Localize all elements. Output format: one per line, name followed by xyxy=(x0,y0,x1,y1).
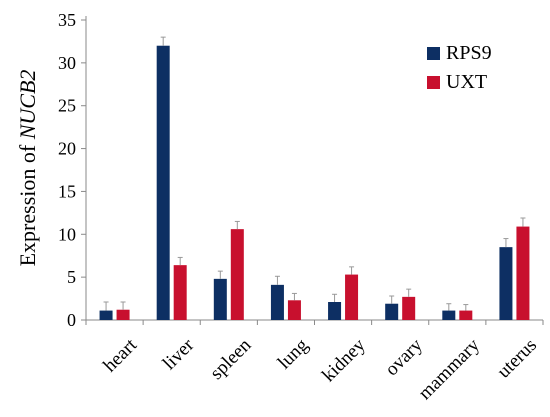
bar-uxt-mammary xyxy=(459,310,473,320)
bar-rps9-mammary xyxy=(442,310,456,320)
bar-uxt-heart xyxy=(116,309,130,320)
bar-uxt-spleen xyxy=(230,229,244,320)
y-tick-label: 30 xyxy=(58,53,76,73)
bar-rps9-heart xyxy=(99,310,113,320)
y-tick-label: 35 xyxy=(58,10,76,30)
x-tick-label: kidney xyxy=(318,334,370,386)
bar-uxt-uterus xyxy=(516,226,530,320)
legend-label-rps9: RPS9 xyxy=(446,42,492,64)
legend-label-uxt: UXT xyxy=(446,71,487,93)
x-tick-label: uterus xyxy=(493,335,541,383)
y-tick-label: 10 xyxy=(58,224,76,244)
bar-rps9-ovary xyxy=(385,303,399,320)
bar-rps9-spleen xyxy=(213,278,227,320)
y-tick-label: 15 xyxy=(58,181,76,201)
y-axis-label: Expression of NUCB2 xyxy=(15,70,40,267)
legend-swatch-rps9 xyxy=(427,47,440,60)
x-tick-label: mammary xyxy=(415,334,485,404)
y-tick-label: 25 xyxy=(58,96,76,116)
x-tick-label: spleen xyxy=(206,334,256,384)
bar-uxt-ovary xyxy=(402,296,416,320)
bars xyxy=(99,45,530,320)
y-tick-label: 20 xyxy=(58,139,76,159)
y-axis-label-prefix: Expression of xyxy=(15,139,40,266)
y-tick-label: 0 xyxy=(67,310,76,330)
bar-rps9-uterus xyxy=(499,247,513,320)
x-tick-label: ovary xyxy=(381,334,427,380)
legend-swatch-uxt xyxy=(427,76,440,89)
x-tick-label: liver xyxy=(159,334,199,374)
bar-uxt-lung xyxy=(287,300,301,320)
x-tick-label: lung xyxy=(274,334,313,373)
legend: RPS9 UXT xyxy=(427,42,492,93)
error-bars xyxy=(103,36,526,311)
y-axis-label-gene: NUCB2 xyxy=(15,70,40,141)
y-tick-label: 5 xyxy=(67,267,76,287)
bar-uxt-kidney xyxy=(345,274,359,320)
bar-uxt-liver xyxy=(173,265,187,320)
bar-rps9-lung xyxy=(270,284,284,320)
y-axis-label-text: Expression of NUCB2 xyxy=(15,70,40,267)
bar-rps9-kidney xyxy=(328,302,342,320)
bar-rps9-liver xyxy=(156,45,170,320)
x-tick-label: heart xyxy=(99,334,141,376)
